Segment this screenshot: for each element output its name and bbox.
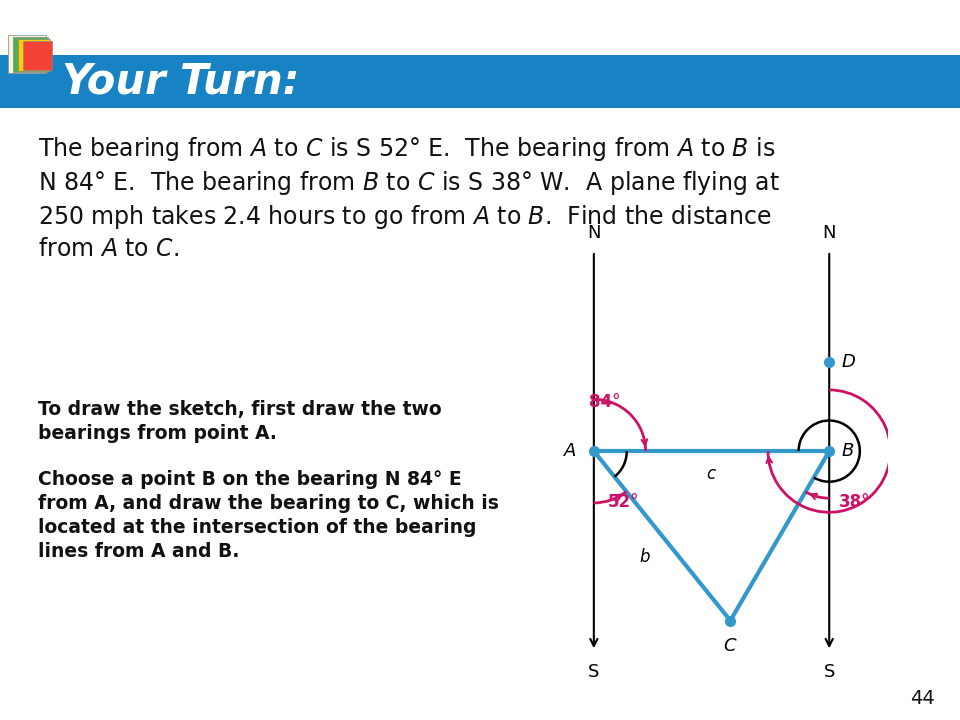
Bar [13, 37, 48, 72]
Text: Choose a point B on the bearing N 84° E: Choose a point B on the bearing N 84° E [38, 470, 462, 489]
Text: N: N [588, 224, 601, 242]
Text: from A, and draw the bearing to C, which is: from A, and draw the bearing to C, which… [38, 494, 499, 513]
Text: $c$: $c$ [706, 465, 717, 483]
Text: S: S [588, 663, 600, 681]
Text: $D$: $D$ [841, 353, 856, 371]
Text: N 84° E.  The bearing from $B$ to $C$ is S 38° W.  A plane flying at: N 84° E. The bearing from $B$ to $C$ is … [38, 169, 780, 197]
Text: bearings from point A.: bearings from point A. [38, 424, 276, 443]
Bar [8, 35, 46, 73]
Text: 250 mph takes 2.4 hours to go from $A$ to $B$.  Find the distance: 250 mph takes 2.4 hours to go from $A$ t… [38, 203, 772, 231]
Text: 38°: 38° [839, 493, 870, 511]
Text: S: S [824, 663, 835, 681]
Text: The bearing from $A$ to $C$ is S 52° E.  The bearing from $A$ to $B$ is: The bearing from $A$ to $C$ is S 52° E. … [38, 135, 776, 163]
Text: N: N [823, 224, 836, 242]
Text: 44: 44 [910, 689, 935, 708]
Text: $b$: $b$ [638, 548, 650, 566]
Text: located at the intersection of the bearing: located at the intersection of the beari… [38, 518, 476, 537]
Text: lines from A and B.: lines from A and B. [38, 542, 239, 561]
Text: $C$: $C$ [723, 637, 737, 655]
Bar [23, 41, 52, 70]
Text: Your Turn:: Your Turn: [62, 60, 300, 102]
Text: 84°: 84° [589, 393, 620, 411]
Text: $A$: $A$ [564, 442, 577, 460]
Text: from $A$ to $C$.: from $A$ to $C$. [38, 237, 180, 261]
Text: $B$: $B$ [841, 442, 854, 460]
Text: To draw the sketch, first draw the two: To draw the sketch, first draw the two [38, 400, 442, 419]
Bar [18, 39, 50, 71]
Text: 52°: 52° [608, 493, 639, 511]
Bar [0, 55, 960, 108]
